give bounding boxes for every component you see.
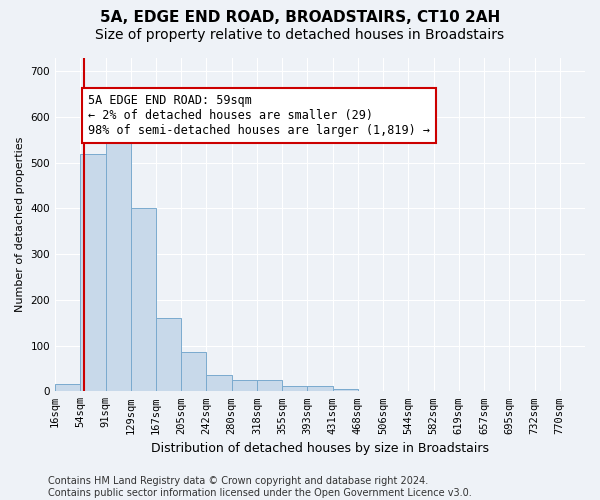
- Y-axis label: Number of detached properties: Number of detached properties: [15, 136, 25, 312]
- Bar: [307, 386, 332, 392]
- Bar: [282, 386, 307, 392]
- Bar: [131, 208, 156, 392]
- Text: 5A EDGE END ROAD: 59sqm
← 2% of detached houses are smaller (29)
98% of semi-det: 5A EDGE END ROAD: 59sqm ← 2% of detached…: [88, 94, 430, 137]
- Bar: [156, 318, 181, 392]
- Bar: [80, 154, 106, 392]
- Bar: [55, 384, 80, 392]
- Bar: [232, 380, 257, 392]
- Bar: [257, 380, 282, 392]
- Text: 5A, EDGE END ROAD, BROADSTAIRS, CT10 2AH: 5A, EDGE END ROAD, BROADSTAIRS, CT10 2AH: [100, 10, 500, 25]
- Bar: [181, 352, 206, 392]
- Bar: [106, 126, 131, 392]
- Bar: [206, 376, 232, 392]
- Bar: [332, 389, 358, 392]
- Text: Contains HM Land Registry data © Crown copyright and database right 2024.
Contai: Contains HM Land Registry data © Crown c…: [48, 476, 472, 498]
- Text: Size of property relative to detached houses in Broadstairs: Size of property relative to detached ho…: [95, 28, 505, 42]
- X-axis label: Distribution of detached houses by size in Broadstairs: Distribution of detached houses by size …: [151, 442, 489, 455]
